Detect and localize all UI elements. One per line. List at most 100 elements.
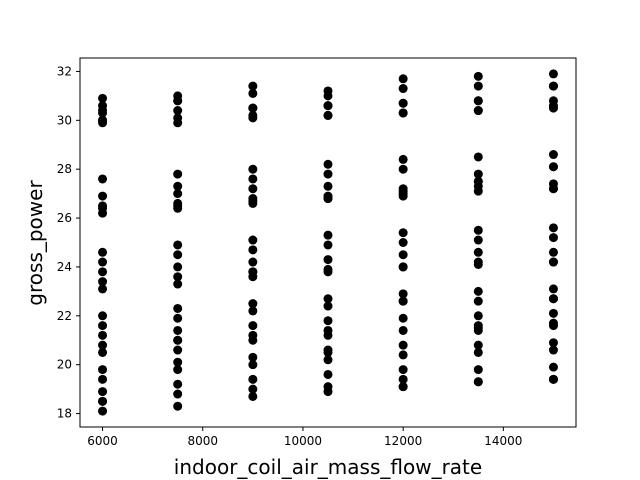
data-point — [248, 184, 257, 193]
x-tick-label: 12000 — [384, 434, 422, 448]
data-point — [399, 382, 408, 391]
data-point — [324, 302, 333, 311]
data-point — [549, 101, 558, 110]
data-point — [173, 96, 182, 105]
data-point — [474, 365, 483, 374]
data-point — [474, 297, 483, 306]
data-point — [324, 267, 333, 276]
data-point — [549, 294, 558, 303]
data-point — [173, 262, 182, 271]
data-point — [248, 245, 257, 254]
data-point — [324, 331, 333, 340]
data-point — [173, 390, 182, 399]
x-tick-label: 8000 — [187, 434, 218, 448]
data-point — [474, 311, 483, 320]
data-point — [474, 260, 483, 269]
data-point — [248, 375, 257, 384]
data-point — [324, 231, 333, 240]
data-point — [399, 74, 408, 83]
data-point — [549, 363, 558, 372]
data-point — [248, 104, 257, 113]
data-point — [98, 267, 107, 276]
data-point — [474, 82, 483, 91]
data-point — [324, 348, 333, 357]
data-point — [173, 336, 182, 345]
data-point — [98, 174, 107, 183]
x-tick-label: 6000 — [87, 434, 118, 448]
data-point — [549, 248, 558, 257]
data-point — [248, 258, 257, 267]
data-point — [173, 250, 182, 259]
data-point — [549, 346, 558, 355]
data-point — [474, 187, 483, 196]
y-axis-label: gross_power — [23, 180, 47, 306]
data-point — [399, 365, 408, 374]
data-point — [248, 165, 257, 174]
data-point — [248, 174, 257, 183]
data-point — [173, 314, 182, 323]
data-point — [549, 82, 558, 91]
data-point — [248, 321, 257, 330]
data-point — [399, 314, 408, 323]
data-point — [474, 177, 483, 186]
data-point — [474, 236, 483, 245]
x-tick-label: 14000 — [484, 434, 522, 448]
data-point — [248, 267, 257, 276]
data-point — [399, 84, 408, 93]
data-point — [549, 162, 558, 171]
data-point — [324, 170, 333, 179]
data-point — [324, 101, 333, 110]
data-point — [98, 209, 107, 218]
data-point — [399, 350, 408, 359]
y-tick-label: 26 — [57, 211, 72, 225]
y-tick-label: 18 — [57, 407, 72, 421]
data-point — [399, 262, 408, 271]
data-point — [98, 284, 107, 293]
data-point — [474, 72, 483, 81]
data-point — [173, 170, 182, 179]
data-point — [173, 304, 182, 313]
data-point — [549, 233, 558, 242]
data-point — [324, 182, 333, 191]
data-point — [549, 258, 558, 267]
data-point — [173, 346, 182, 355]
data-point — [474, 377, 483, 386]
data-point — [399, 108, 408, 117]
data-point — [474, 96, 483, 105]
x-axis-label: indoor_coil_air_mass_flow_rate — [174, 455, 482, 479]
data-point — [173, 380, 182, 389]
data-point — [399, 341, 408, 350]
data-point — [173, 240, 182, 249]
data-point — [324, 387, 333, 396]
data-point — [474, 248, 483, 257]
data-point — [324, 111, 333, 120]
data-point — [173, 402, 182, 411]
data-point — [474, 226, 483, 235]
x-axis-ticks: 6000 8000 10000 12000 14000 — [87, 427, 522, 448]
y-axis-ticks: 18 20 22 24 26 28 30 32 — [57, 64, 80, 420]
data-point — [474, 287, 483, 296]
data-point — [324, 370, 333, 379]
data-point — [549, 150, 558, 159]
data-point — [399, 250, 408, 259]
data-point — [399, 238, 408, 247]
y-tick-label: 32 — [57, 64, 72, 78]
data-point — [324, 160, 333, 169]
data-point — [474, 106, 483, 115]
data-point — [98, 321, 107, 330]
data-point — [98, 192, 107, 201]
data-point — [98, 116, 107, 125]
data-point — [98, 387, 107, 396]
data-point — [549, 321, 558, 330]
data-point — [474, 348, 483, 357]
data-point — [248, 113, 257, 122]
data-point — [98, 311, 107, 320]
data-point — [399, 187, 408, 196]
data-point — [248, 196, 257, 205]
data-point — [98, 331, 107, 340]
data-point — [248, 306, 257, 315]
y-tick-label: 28 — [57, 162, 72, 176]
data-point — [98, 248, 107, 257]
data-point — [173, 201, 182, 210]
